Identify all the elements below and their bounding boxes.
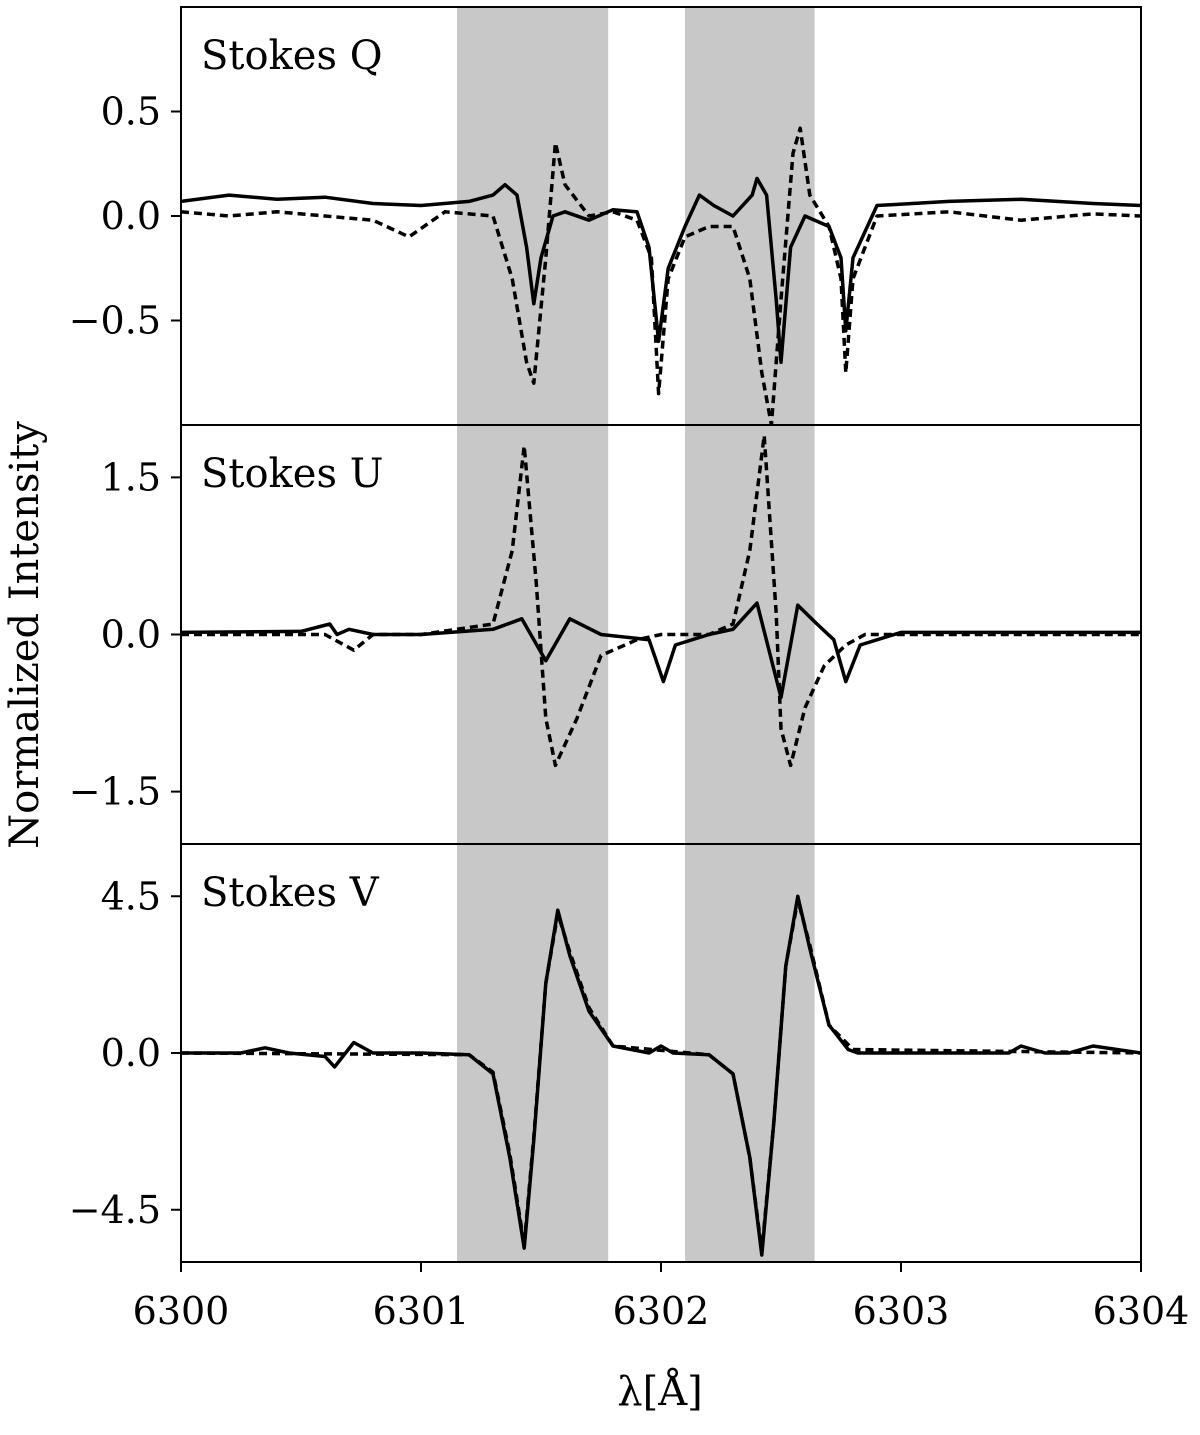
series-q-dashed — [181, 126, 1141, 425]
x-tick-label: 6300 — [133, 1289, 230, 1333]
y-tick-label-u: 0.0 — [101, 613, 161, 657]
series-v-solid — [181, 894, 1141, 1257]
panel-label-v: Stokes V — [201, 870, 380, 916]
y-tick-label-u: 1.5 — [101, 455, 161, 499]
y-tick-label-v: −4.5 — [69, 1188, 161, 1232]
panel-labels: Stokes Q Stokes U Stokes V — [201, 33, 383, 916]
y-tick-label-q: 0.0 — [101, 194, 161, 238]
x-tick-label: 6302 — [613, 1289, 710, 1333]
x-tick-label: 6303 — [853, 1289, 950, 1333]
y-tick-label-q: 0.5 — [101, 90, 161, 134]
axis-ticks: 0.5 0.0 −0.5 1.5 0.0 −1.5 4.5 0.0 −4.5 6300 6301 63… — [69, 90, 1190, 1334]
x-tick-label: 6301 — [373, 1289, 470, 1333]
series-u-dashed — [181, 433, 1141, 768]
panel-label-q: Stokes Q — [201, 33, 383, 79]
shaded-bands — [457, 7, 815, 1262]
series-u-solid — [181, 601, 1141, 700]
panel-label-u: Stokes U — [201, 451, 383, 497]
y-tick-label-v: 0.0 — [101, 1031, 161, 1075]
spectral-curves — [181, 126, 1141, 1257]
series-q-solid — [181, 176, 1141, 365]
y-tick-label-v: 4.5 — [101, 874, 161, 918]
x-axis-label: λ[Å] — [617, 1368, 702, 1415]
x-tick-label: 6304 — [1093, 1289, 1190, 1333]
y-tick-label-q: −0.5 — [69, 299, 161, 343]
y-axis-label: Normalized Intensity — [2, 421, 48, 849]
y-tick-label-u: −1.5 — [69, 770, 161, 814]
series-v-dashed — [181, 897, 1141, 1254]
